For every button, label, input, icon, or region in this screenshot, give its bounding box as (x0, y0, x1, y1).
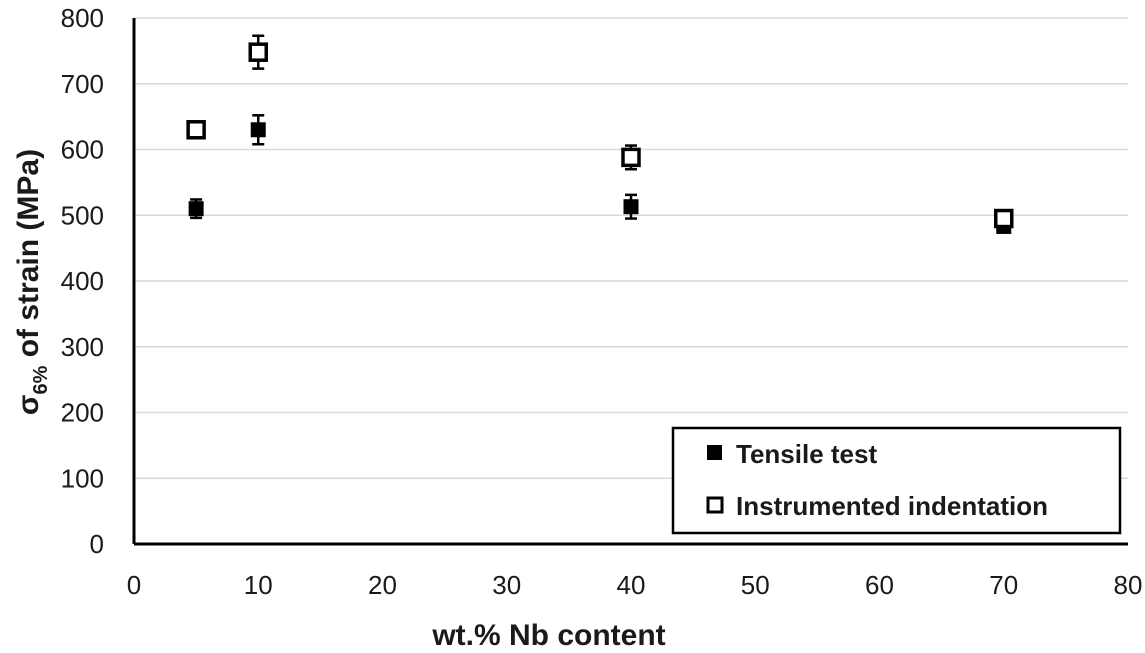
axes (132, 18, 1128, 546)
point-tensile-test (623, 199, 639, 215)
legend-label-tensile-test: Tensile test (736, 439, 877, 469)
y-axis-title-symbol: σ (12, 395, 45, 416)
gridlines (134, 17, 1128, 479)
point-instrumented-indentation (248, 42, 268, 62)
y-axis-title: σ6% of strain (MPa) (12, 149, 52, 415)
y-tick-labels: 0 100 200 300 400 500 600 700 800 (61, 3, 104, 559)
y-tick-label: 800 (61, 3, 104, 33)
y-tick-label: 500 (61, 200, 104, 230)
y-tick-label: 700 (61, 69, 104, 99)
y-tick-label: 300 (61, 332, 104, 362)
x-tick-labels: 0 10 20 30 40 50 60 70 80 (127, 570, 1143, 600)
point-tensile-test (250, 122, 266, 138)
legend-marker-tensile-test (707, 445, 722, 460)
point-instrumented-indentation (621, 147, 641, 168)
legend-label-instrumented-indentation: Instrumented indentation (736, 491, 1048, 521)
point-tensile-test (188, 201, 204, 217)
x-tick-label: 50 (741, 570, 770, 600)
y-tick-label: 200 (61, 398, 104, 428)
x-axis-title: wt.% Nb content (431, 619, 665, 652)
x-tick-label: 10 (244, 570, 273, 600)
legend-marker-instrumented-indentation (706, 496, 724, 514)
y-tick-label: 0 (90, 529, 104, 559)
y-tick-label: 100 (61, 463, 104, 493)
legend: Tensile test Instrumented indentation (671, 426, 1122, 535)
legend-box (671, 426, 1122, 535)
x-tick-label: 70 (989, 570, 1018, 600)
x-tick-label: 80 (1114, 570, 1143, 600)
point-instrumented-indentation (186, 120, 206, 140)
x-tick-label: 40 (617, 570, 646, 600)
x-tick-label: 0 (127, 570, 141, 600)
x-tick-label: 20 (368, 570, 397, 600)
point-instrumented-indentation (994, 208, 1014, 229)
x-tick-label: 30 (492, 570, 521, 600)
y-axis-title-subscript: 6% (30, 365, 52, 394)
y-tick-label: 600 (61, 135, 104, 165)
data-points (186, 34, 1014, 234)
y-axis-title-rest: of strain (MPa) (12, 149, 45, 366)
y-tick-label: 400 (61, 266, 104, 296)
x-tick-label: 60 (865, 570, 894, 600)
